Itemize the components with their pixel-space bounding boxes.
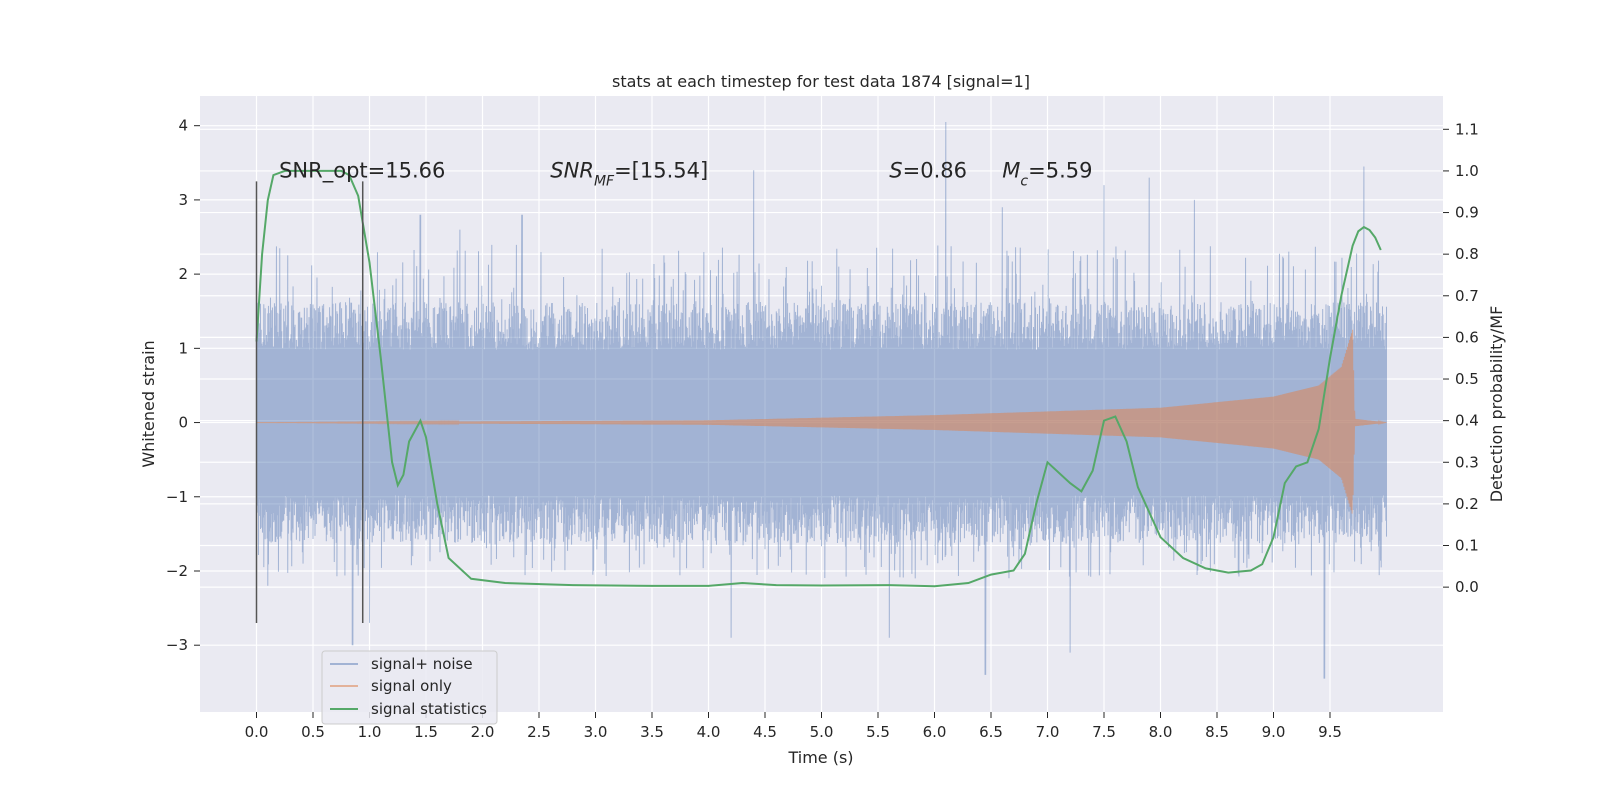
grid-lines: [200, 96, 1443, 712]
annotations: SNR_opt=15.66 SNRMF=[15.54] S=0.86 Mc=5.59: [279, 159, 1092, 190]
y-tick-label: −2: [166, 562, 188, 580]
signal-only-series: [256, 329, 1387, 514]
x-tick-label: 0.5: [301, 723, 325, 741]
x-tick-label: 9.0: [1262, 723, 1286, 741]
y-right-tick-label: 1.1: [1455, 120, 1479, 138]
legend-label-signal-noise: signal+ noise: [371, 655, 473, 673]
x-tick-label: 0.0: [245, 723, 269, 741]
x-tick-label: 7.0: [1036, 723, 1060, 741]
series-layer: [255, 121, 1387, 679]
y-right-tick-label: 0.6: [1455, 328, 1479, 346]
x-ticks: 0.0 0.5 1.0 1.5 2.0 2.5 3.0 3.5 4.0 4.5 5.0 5.5 6.0 6…: [245, 712, 1342, 741]
x-tick-label: 6.5: [979, 723, 1003, 741]
x-tick-label: 6.0: [923, 723, 947, 741]
x-tick-label: 7.5: [1092, 723, 1116, 741]
y-right-tick-label: 0.2: [1455, 495, 1479, 513]
y-right-tick-label: 0.7: [1455, 287, 1479, 305]
y-axis-right-label: Detection probability/MF: [1487, 306, 1506, 503]
legend: signal+ noise signal only signal statist…: [321, 650, 498, 725]
x-tick-label: 4.0: [697, 723, 721, 741]
legend-label-signal-statistics: signal statistics: [371, 700, 487, 718]
y-tick-label: −1: [166, 488, 188, 506]
y-right-tick-label: 0.1: [1455, 537, 1479, 555]
x-tick-label: 8.5: [1205, 723, 1229, 741]
legend-box: [321, 650, 498, 725]
x-tick-label: 2.0: [471, 723, 495, 741]
y-ticks-left: −3 −2 −1 0 1 2 3 4: [166, 117, 200, 654]
legend-label-signal-only: signal only: [371, 677, 452, 695]
annotation-snr-mf: SNRMF=[15.54]: [550, 159, 708, 190]
x-tick-label: 5.0: [810, 723, 834, 741]
y-right-tick-label: 0.0: [1455, 578, 1479, 596]
x-tick-label: 1.5: [414, 723, 438, 741]
signal-statistics-series: [255, 169, 1382, 588]
y-right-tick-label: 0.8: [1455, 245, 1479, 263]
x-tick-label: 1.0: [358, 723, 382, 741]
annotation-mc-value: Mc=5.59: [1002, 159, 1092, 190]
y-right-tick-label: 0.4: [1455, 412, 1479, 430]
y-tick-label: −3: [166, 636, 188, 654]
y-right-tick-label: 0.5: [1455, 370, 1479, 388]
y-right-tick-label: 1.0: [1455, 162, 1479, 180]
y-tick-label: 3: [178, 191, 188, 209]
x-tick-label: 5.5: [866, 723, 890, 741]
x-tick-label: 4.5: [753, 723, 777, 741]
x-tick-label: 8.0: [1149, 723, 1173, 741]
x-axis-label: Time (s): [787, 748, 853, 767]
y-ticks-right: 0.0 0.1 0.2 0.3 0.4 0.5 0.6 0.7 0.8 0.9 1.0 1.1: [1443, 120, 1479, 596]
x-tick-label: 3.5: [640, 723, 664, 741]
y-tick-label: 4: [178, 117, 188, 135]
y-right-tick-label: 0.9: [1455, 204, 1479, 222]
x-tick-label: 3.0: [584, 723, 608, 741]
y-right-tick-label: 0.3: [1455, 453, 1479, 471]
chart-title: stats at each timestep for test data 187…: [612, 72, 1030, 91]
signal-noise-series: [256, 121, 1387, 679]
x-tick-label: 9.5: [1318, 723, 1342, 741]
y-tick-label: 2: [178, 265, 188, 283]
y-axis-label: Whitened strain: [139, 340, 158, 467]
x-tick-label: 2.5: [527, 723, 551, 741]
y-tick-label: 0: [178, 414, 188, 432]
annotation-s-value: S=0.86: [889, 159, 967, 183]
vertical-markers: [255, 181, 364, 623]
y-tick-label: 1: [178, 339, 188, 357]
annotation-snr-opt: SNR_opt=15.66: [279, 159, 445, 184]
